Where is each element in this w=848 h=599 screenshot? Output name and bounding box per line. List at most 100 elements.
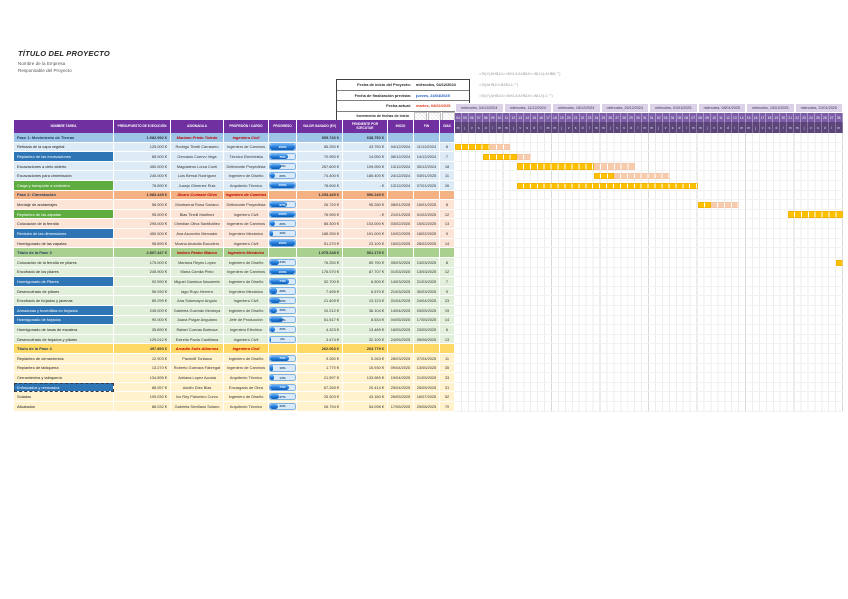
budget-cell[interactable]: 497.893 € xyxy=(114,344,171,355)
days-cell[interactable]: 11 xyxy=(440,354,455,364)
task-name-cell[interactable]: Replanteo de las excavaciones xyxy=(14,152,114,162)
role-cell[interactable]: Ingeniero Civil xyxy=(224,334,269,345)
end-date-cell[interactable]: 01/02/2025 xyxy=(414,209,440,220)
gantt-row[interactable] xyxy=(455,344,843,355)
budget-cell[interactable]: 13.270 € xyxy=(114,363,171,374)
role-cell[interactable]: Ingeniero Mecánico xyxy=(224,229,269,239)
pending-cell[interactable]: 13.123 € xyxy=(343,296,388,306)
start-date-cell[interactable]: 21/01/2025 xyxy=(388,209,414,220)
earned-value-cell[interactable]: 70.950 € xyxy=(297,152,343,162)
progress-bar[interactable]: 10% xyxy=(269,229,296,237)
assignee-cell[interactable]: Magdaleno Lorca Conti xyxy=(171,161,224,172)
role-cell[interactable]: Arquitecto Técnico xyxy=(224,402,269,412)
role-cell[interactable]: Ingeniero de Caminos xyxy=(224,219,269,230)
pending-cell[interactable]: 54.098 € xyxy=(343,402,388,412)
end-date-cell[interactable]: 21/05/2025 xyxy=(414,373,440,383)
budget-cell[interactable]: 2.807.447 € xyxy=(114,248,171,258)
earned-value-cell[interactable]: 1.975.248 € xyxy=(297,248,343,258)
start-date-cell[interactable]: 09/04/2025 xyxy=(388,363,414,374)
end-date-value[interactable]: jueves, 24/04/2025 xyxy=(416,92,450,98)
gantt-row[interactable] xyxy=(455,152,843,162)
start-date-cell[interactable] xyxy=(388,344,414,355)
pending-cell[interactable]: 103.000 € xyxy=(343,219,388,230)
progress-cell[interactable]: 67% xyxy=(269,200,297,210)
column-header-8[interactable]: INICIO xyxy=(388,120,414,133)
end-date-cell[interactable]: 14/12/2024 xyxy=(414,152,440,162)
task-name-cell[interactable]: Excavaciones a cielo abierto xyxy=(14,161,114,172)
progress-bar[interactable]: 100% xyxy=(269,210,296,218)
progress-cell[interactable] xyxy=(269,344,297,355)
days-cell[interactable]: 18 xyxy=(440,161,455,172)
gantt-bar-completed[interactable] xyxy=(836,259,844,266)
assignee-cell[interactable]: Blas Tinelli Martinez xyxy=(171,209,224,220)
start-date-cell[interactable]: 25/04/2025 xyxy=(388,382,414,393)
gantt-row[interactable] xyxy=(455,257,844,268)
progress-cell[interactable]: 10% xyxy=(269,363,297,374)
progress-cell[interactable]: 100% xyxy=(269,267,297,278)
task-name-cell[interactable]: Colocación de la ferralla en pilares xyxy=(14,257,114,268)
progress-bar[interactable]: 74% xyxy=(269,277,296,286)
start-date-cell[interactable]: 05/03/2025 xyxy=(388,257,414,268)
progress-bar[interactable]: 34% xyxy=(269,258,296,266)
assignee-cell[interactable]: Juana Pulgar Anguiano xyxy=(171,315,224,326)
pending-cell[interactable]: 15.930 € xyxy=(343,363,388,374)
progress-bar[interactable]: 14% xyxy=(269,373,296,382)
start-date-cell[interactable]: 13/12/2024 xyxy=(388,161,414,172)
earned-value-cell[interactable]: 51.517 € xyxy=(297,315,343,326)
progress-bar[interactable]: 74% xyxy=(269,383,296,391)
budget-cell[interactable]: 109.030 € xyxy=(114,392,171,403)
end-date-cell[interactable]: 25/05/2025 xyxy=(414,382,440,393)
start-date-cell[interactable] xyxy=(388,248,414,258)
progress-bar[interactable]: 20% xyxy=(269,220,296,228)
assignee-cell[interactable]: Moana Anatolia Escudero xyxy=(171,238,224,249)
gantt-row[interactable] xyxy=(455,161,843,172)
end-date-cell[interactable]: 11/12/2024 xyxy=(414,142,440,153)
gantt-bar-completed[interactable] xyxy=(455,144,490,151)
budget-cell[interactable]: 245.000 € xyxy=(114,305,171,316)
progress-cell[interactable]: 70% xyxy=(269,152,297,162)
budget-cell[interactable]: 78.890 € xyxy=(114,181,171,191)
task-name-cell[interactable]: Revisión de las dimensiones xyxy=(14,229,114,239)
gantt-bar-completed[interactable] xyxy=(787,211,844,218)
gantt-row[interactable] xyxy=(455,219,843,230)
progress-cell[interactable]: 20% xyxy=(269,219,297,230)
progress-cell[interactable]: 100% xyxy=(269,238,297,249)
pending-cell[interactable]: 43.180 € xyxy=(343,392,388,403)
start-date-cell[interactable]: 13/12/2024 xyxy=(388,181,414,191)
task-name-cell[interactable]: Hormigonado de Pilares xyxy=(14,277,114,287)
budget-cell[interactable]: 56.000 € xyxy=(114,200,171,210)
budget-cell[interactable]: 450.000 € xyxy=(114,161,171,172)
assignee-cell[interactable]: Gabriela Guzmán Montoya xyxy=(171,305,224,316)
assignee-cell[interactable]: Pandolfi Torlasca xyxy=(171,354,224,364)
budget-cell[interactable]: 245.900 € xyxy=(114,267,171,278)
progress-bar[interactable]: 20% xyxy=(269,172,296,180)
pending-cell[interactable]: 133.989 € xyxy=(343,373,388,383)
days-cell[interactable]: 31 xyxy=(440,382,455,393)
end-date-cell[interactable]: 03/05/2025 xyxy=(414,305,440,316)
task-name-cell[interactable]: Fase 2: Cimentación xyxy=(14,190,114,201)
progress-cell[interactable]: 75% xyxy=(269,354,297,364)
role-cell[interactable]: Delineante Proyectista xyxy=(224,200,269,210)
earned-value-cell[interactable]: 26.794 € xyxy=(297,402,343,412)
budget-cell[interactable]: 1.983.449 € xyxy=(114,190,171,201)
column-header-10[interactable]: DÍAS xyxy=(440,120,455,133)
column-header-3[interactable]: ASIGNADA A xyxy=(171,120,224,133)
start-date-cell[interactable]: 24/05/2025 xyxy=(388,334,414,345)
progress-bar[interactable]: 100% xyxy=(269,239,296,247)
progress-cell[interactable]: 2% xyxy=(269,334,297,345)
pending-cell[interactable]: 87.707 € xyxy=(343,267,388,278)
task-name-cell[interactable]: Replanteo de cerramientos xyxy=(14,354,114,364)
end-date-cell[interactable]: 21/03/2025 xyxy=(414,277,440,287)
progress-cell[interactable]: 10% xyxy=(269,229,297,239)
gantt-row[interactable] xyxy=(455,382,843,393)
progress-bar[interactable]: 100% xyxy=(269,181,296,189)
pending-cell[interactable]: 8.534 € xyxy=(343,315,388,326)
role-cell[interactable]: Ingeniero de Diseño xyxy=(224,354,269,364)
progress-cell[interactable]: 100% xyxy=(269,181,297,191)
role-cell[interactable]: Delineante Proyectista xyxy=(224,161,269,172)
end-date-cell[interactable]: 05/06/2025 xyxy=(414,334,440,345)
end-date-cell[interactable] xyxy=(414,190,440,201)
days-cell[interactable]: 9 xyxy=(440,229,455,239)
pending-cell[interactable]: 13.489 € xyxy=(343,325,388,335)
budget-cell[interactable]: 88.057 € xyxy=(114,382,171,393)
